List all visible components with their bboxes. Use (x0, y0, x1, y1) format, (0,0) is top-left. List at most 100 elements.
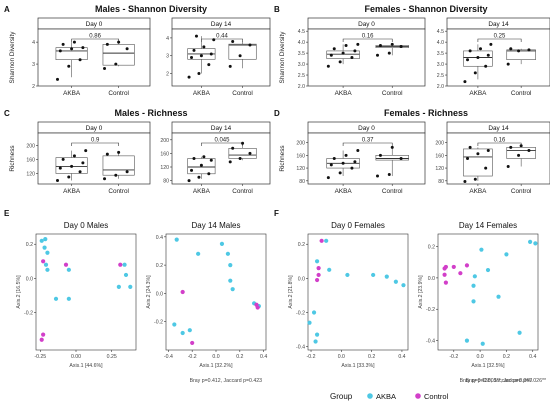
point-akba (401, 283, 406, 288)
x-tick-label: 0.2 (236, 354, 243, 360)
point-control (190, 340, 195, 346)
point-akba (53, 296, 59, 301)
data-point (194, 34, 198, 38)
y-tick-label: 3 (166, 54, 169, 60)
group-akba: AKBA (326, 42, 360, 97)
data-point (231, 146, 235, 150)
group-akba: AKBA (187, 34, 216, 97)
data-point (199, 163, 203, 167)
point-control (39, 337, 44, 342)
data-point (190, 168, 194, 172)
point-control (319, 238, 324, 243)
data-point (468, 145, 472, 149)
box (102, 44, 135, 66)
p-value: 0.37 (362, 138, 374, 144)
point-akba (180, 330, 185, 336)
x-tick-label: 0.00 (71, 354, 81, 360)
x-tick-label: Control (232, 90, 253, 97)
y-axis-label: Axis.2 [16.5%] (16, 275, 22, 309)
p-value: 0.44 (216, 34, 228, 40)
subpanel-day-0: Day 0 2.0 2.5 3.0 3.5 4.0 4.5 0.16 AKBA Control (298, 17, 426, 97)
point-control (464, 263, 470, 268)
point-akba (45, 267, 50, 272)
data-point (509, 47, 513, 51)
y-tick-label: 4.0 (437, 40, 444, 46)
x-axis-label: Axis.1 [33.3%] (341, 363, 375, 369)
x-tick-label: AKBA (193, 188, 211, 195)
y-tick-label: -0.4 (426, 339, 435, 345)
data-point (356, 149, 360, 153)
point-control (118, 262, 123, 267)
subpanel-day-0: Day 0 120 160 200 0.9 AKBA Control (26, 121, 151, 195)
significance-bracket (71, 38, 119, 42)
legend-key-control (415, 393, 421, 399)
plot-frame (437, 233, 539, 351)
p-value: 0.16 (494, 138, 506, 144)
panel-letter: F (274, 209, 279, 218)
data-point (190, 56, 194, 59)
y-tick-label: 3 (32, 62, 35, 68)
point-akba (485, 267, 491, 273)
x-tick-label: 0.0 (476, 354, 483, 360)
x-axis-label: Axis.1 [32.2%] (199, 363, 233, 369)
data-point (473, 177, 477, 181)
data-point (192, 157, 196, 160)
data-point (61, 157, 65, 161)
point-akba (384, 274, 389, 279)
y-tick-label: -0.2 (296, 310, 305, 316)
data-point (105, 42, 109, 46)
data-point (341, 161, 345, 165)
y-axis-label: Axis.2 [24.3%] (146, 275, 152, 309)
y-tick-label: 0.2 (26, 242, 33, 248)
data-point (390, 145, 394, 149)
y-tick-label: 0.0 (298, 276, 305, 282)
p-value: 0.045 (214, 138, 230, 144)
plot-title: Day 0 Females (331, 221, 385, 230)
data-point (378, 43, 382, 47)
data-point (486, 53, 490, 57)
data-point (231, 39, 235, 43)
x-tick-label: AKBA (193, 90, 211, 97)
point-akba (533, 241, 538, 246)
data-point (67, 175, 71, 179)
legend: Group AKBA Control (330, 392, 449, 401)
box-panel-d: D Females - Richness Richness Day 0 80 120 160… (274, 108, 550, 195)
data-point (463, 179, 467, 183)
panel-title: Males - Shannon Diversity (95, 4, 207, 14)
data-point (241, 141, 245, 145)
p-value: 0.16 (362, 34, 374, 40)
y-tick-label: 120 (160, 165, 169, 171)
data-point (228, 64, 232, 68)
p-value: 0.86 (89, 34, 101, 40)
data-point (375, 53, 379, 57)
point-akba (196, 251, 201, 256)
point-akba (228, 263, 233, 268)
data-point (207, 63, 211, 67)
point-akba (187, 328, 192, 333)
x-tick-label: 0.4 (398, 354, 405, 360)
data-point (489, 42, 493, 46)
box-panel-c: C Males - Richness Richness Day 0 120 160 200 0… (4, 108, 271, 195)
data-point (117, 150, 121, 154)
subpanel-day-14: Day 14 80 120 160 200 0.045 AKBA Control (160, 121, 271, 195)
data-point (67, 64, 71, 68)
y-axis-label: Richness (279, 145, 286, 171)
point-akba (39, 238, 44, 243)
x-tick-label: Control (511, 90, 532, 97)
x-tick-label: -0.2 (188, 354, 197, 360)
y-tick-label: -0.2 (154, 320, 163, 326)
pcoa-plot-day-14-females: Day 14 Females -0.2 0.0 0.2 0.4 -0.4 -0.2 0.0 0.… (418, 221, 539, 369)
legend-key-akba (367, 393, 373, 399)
box-panel-b: B Females - Shannon Diversity Shannon Dive… (274, 4, 550, 97)
data-point (202, 45, 206, 49)
data-point (105, 152, 109, 156)
y-tick-label: 4.0 (298, 40, 305, 46)
y-tick-label: 2.5 (437, 73, 444, 79)
data-point (332, 157, 336, 160)
point-akba (504, 252, 509, 257)
y-tick-label: -0.2 (426, 307, 435, 313)
data-point (350, 166, 354, 170)
x-tick-label: 0.4 (260, 354, 267, 360)
y-axis-label: Shannon Diversity (279, 31, 286, 84)
